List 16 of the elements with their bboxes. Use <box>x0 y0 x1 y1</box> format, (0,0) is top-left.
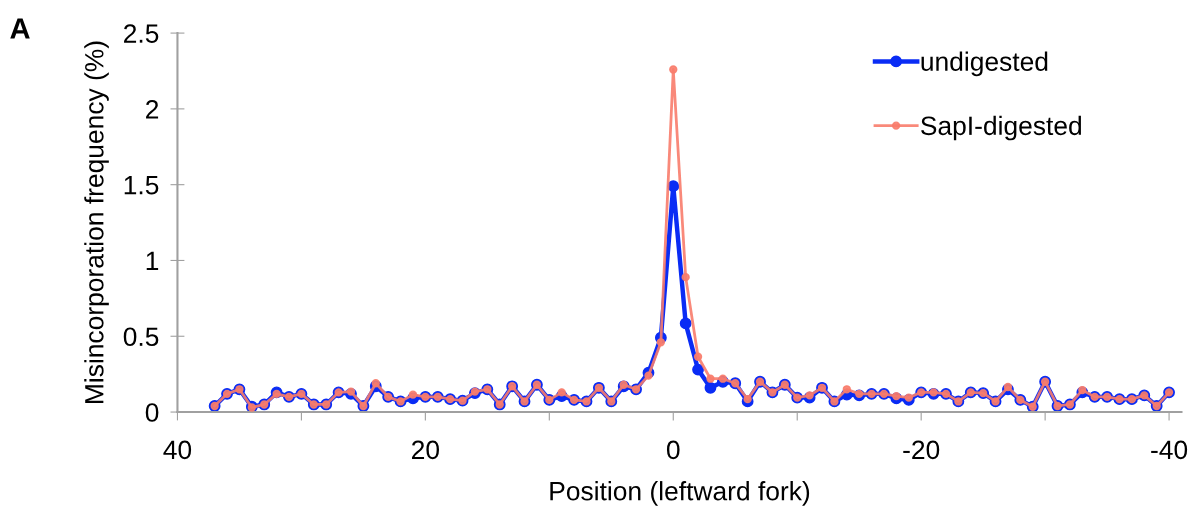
legend-label: undigested <box>921 51 1048 77</box>
y-tick-label: 0 <box>145 403 159 422</box>
y-tick-label: 2 <box>146 100 159 119</box>
y-axis-title: Misincorporation frequency (%) <box>84 41 109 403</box>
x-axis-title: Position (leftward fork) <box>550 481 810 506</box>
y-tick-label: 1.5 <box>124 176 159 195</box>
text: A <box>10 18 30 39</box>
x-tick-label: -40 <box>1151 440 1188 460</box>
x-tick-label: 20 <box>412 440 440 460</box>
x-tick-label: 40 <box>163 440 192 460</box>
y-tick-label: 2.5 <box>124 24 159 43</box>
legend-label: SapI-digested <box>921 115 1081 141</box>
x-tick-label: 0 <box>666 440 680 460</box>
y-tick-label: 0.5 <box>123 327 159 347</box>
x-tick-label: -20 <box>903 440 940 460</box>
y-tick-label: 1 <box>146 251 159 271</box>
